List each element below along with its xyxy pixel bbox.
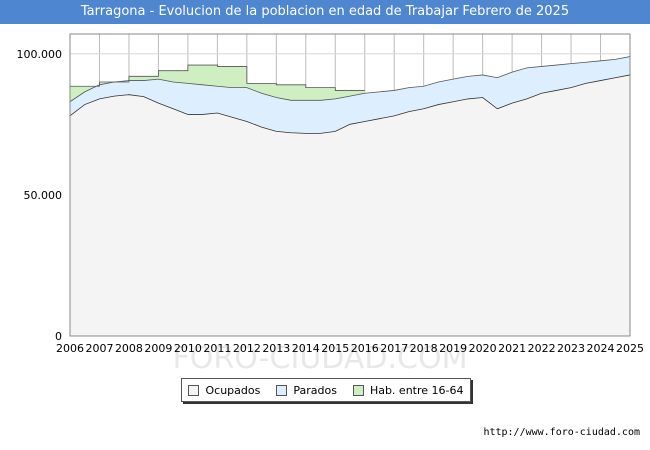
legend-item-parados: Parados xyxy=(276,384,337,397)
chart-svg: FORO-CIUDAD.COM 2006 2007 2008 2009 2010 2011… xyxy=(17,33,644,374)
line-ocupados xyxy=(69,74,631,134)
x-tick-label: 2023 xyxy=(557,342,585,355)
x-tick-label: 2019 xyxy=(439,342,467,355)
legend-label-hab: Hab. entre 16-64 xyxy=(369,383,464,397)
x-tick-label: 2024 xyxy=(587,342,615,355)
x-tick-label: 2025 xyxy=(616,342,644,355)
legend-item-hab: Hab. entre 16-64 xyxy=(352,383,464,397)
x-tick-label: 2022 xyxy=(528,342,556,355)
chart-title: Tarragona - Evolucion de la poblacion en… xyxy=(0,0,650,24)
legend-item-ocupados: Ocupados xyxy=(188,384,260,397)
legend-label-parados: Parados xyxy=(293,383,337,397)
x-tick-label: 2011 xyxy=(203,342,231,355)
x-tick-label: 2018 xyxy=(410,342,438,355)
line-parados xyxy=(69,56,631,103)
legend: Ocupados Parados Hab. entre 16-64 xyxy=(181,378,471,402)
x-tick-label: 2015 xyxy=(321,342,349,355)
x-tick-label: 2013 xyxy=(262,342,290,355)
legend-label-ocupados: Ocupados xyxy=(205,383,261,397)
area-ocupados xyxy=(70,74,630,336)
source-link[interactable]: http://www.foro-ciudad.com xyxy=(483,427,640,438)
y-tick-label: 100.000 xyxy=(17,48,63,61)
x-tick-label: 2014 xyxy=(292,342,320,355)
legend-swatch-ocupados xyxy=(188,384,200,396)
x-tick-label: 2020 xyxy=(469,342,497,355)
x-tick-label: 2021 xyxy=(498,342,526,355)
x-tick-label: 2010 xyxy=(174,342,202,355)
plot-frame xyxy=(69,33,631,337)
x-tick-label: 2012 xyxy=(233,342,261,355)
watermark: FORO-CIUDAD.COM xyxy=(173,341,468,374)
y-tick-label: 50.000 xyxy=(24,189,63,202)
line-hab-entre-16-64 xyxy=(70,64,365,91)
x-tick-label: 2009 xyxy=(144,342,172,355)
legend-swatch-hab xyxy=(352,384,364,396)
x-tick-label: 2016 xyxy=(351,342,379,355)
x-tick-label: 2006 xyxy=(56,342,84,355)
y-tick-label: 0 xyxy=(55,330,62,343)
x-tick-label: 2008 xyxy=(115,342,143,355)
legend-swatch-parados xyxy=(276,384,288,396)
x-tick-label: 2007 xyxy=(85,342,113,355)
x-tick-label: 2017 xyxy=(380,342,408,355)
